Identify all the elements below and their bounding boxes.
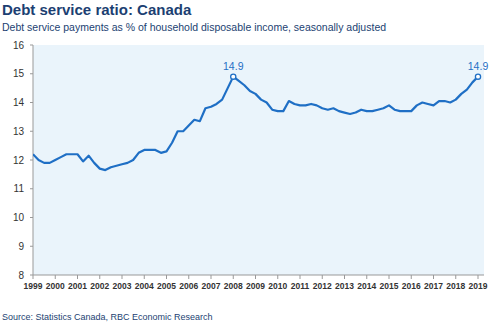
- x-tick-label: 2005: [157, 281, 176, 291]
- y-tick: [30, 188, 33, 189]
- x-tick-label: 2007: [202, 281, 221, 291]
- x-tick: [389, 275, 390, 279]
- x-tick-label: 2014: [357, 281, 376, 291]
- y-tick: [30, 246, 33, 247]
- x-tick-label: 2012: [313, 281, 332, 291]
- y-tick-label: 11: [14, 183, 25, 194]
- x-tick: [366, 275, 367, 279]
- y-tick-label: 8: [18, 270, 24, 281]
- y-tick-label: 12: [13, 155, 25, 166]
- x-tick-label: 2001: [68, 281, 87, 291]
- title: Debt service ratio: Canada: [2, 1, 192, 18]
- y-tick-label: 13: [13, 126, 25, 137]
- chart: Debt service ratio: Canada Debt service p…: [0, 0, 504, 327]
- y-tick: [30, 217, 33, 218]
- x-tick: [322, 275, 323, 279]
- x-tick-label: 2009: [246, 281, 265, 291]
- y-tick-label: 14: [13, 97, 25, 108]
- annotation-label: 14.9: [468, 60, 489, 72]
- y-tick-label: 16: [13, 40, 25, 51]
- y-tick: [30, 102, 33, 103]
- x-tick: [344, 275, 345, 279]
- x-tick: [255, 275, 256, 279]
- x-tick: [33, 275, 34, 279]
- y-tick-label: 10: [13, 212, 25, 223]
- x-tick-label: 2011: [291, 281, 310, 291]
- x-tick: [188, 275, 189, 279]
- y-tick: [30, 45, 33, 46]
- x-tick: [122, 275, 123, 279]
- x-tick-label: 1999: [24, 281, 43, 291]
- x-axis: [33, 275, 484, 276]
- x-tick-label: 2008: [224, 281, 243, 291]
- x-tick: [211, 275, 212, 279]
- data-line: [33, 77, 478, 170]
- x-tick-label: 2002: [90, 281, 109, 291]
- x-tick: [166, 275, 167, 279]
- x-tick-label: 2013: [335, 281, 354, 291]
- y-tick-label: 15: [13, 68, 25, 79]
- x-tick-label: 2015: [380, 281, 399, 291]
- x-tick: [233, 275, 234, 279]
- x-tick-label: 2000: [46, 281, 65, 291]
- y-tick: [30, 160, 33, 161]
- plot-area: [33, 77, 478, 170]
- x-tick-label: 2017: [424, 281, 443, 291]
- x-tick: [478, 275, 479, 279]
- x-tick: [99, 275, 100, 279]
- x-tick-label: 2018: [446, 281, 465, 291]
- y-tick-label: 9: [18, 241, 24, 252]
- x-tick-label: 2003: [113, 281, 132, 291]
- x-tick: [411, 275, 412, 279]
- y-tick: [30, 131, 33, 132]
- x-tick: [55, 275, 56, 279]
- x-tick-label: 2010: [268, 281, 287, 291]
- x-tick-label: 2004: [135, 281, 154, 291]
- annotation-label: 14.9: [223, 60, 244, 72]
- x-tick: [300, 275, 301, 279]
- x-tick: [433, 275, 434, 279]
- x-tick: [77, 275, 78, 279]
- x-tick: [277, 275, 278, 279]
- x-tick: [455, 275, 456, 279]
- x-tick: [144, 275, 145, 279]
- plot-background: [33, 45, 484, 275]
- annotation-marker: [231, 74, 236, 79]
- x-tick-label: 2006: [179, 281, 198, 291]
- x-tick-label: 2019: [469, 281, 488, 291]
- y-tick: [30, 73, 33, 74]
- x-tick-label: 2016: [402, 281, 421, 291]
- source: Source: Statistics Canada, RBC Economic …: [2, 312, 213, 322]
- annotation-marker: [475, 74, 480, 79]
- subtitle: Debt service payments as % of household …: [2, 21, 386, 33]
